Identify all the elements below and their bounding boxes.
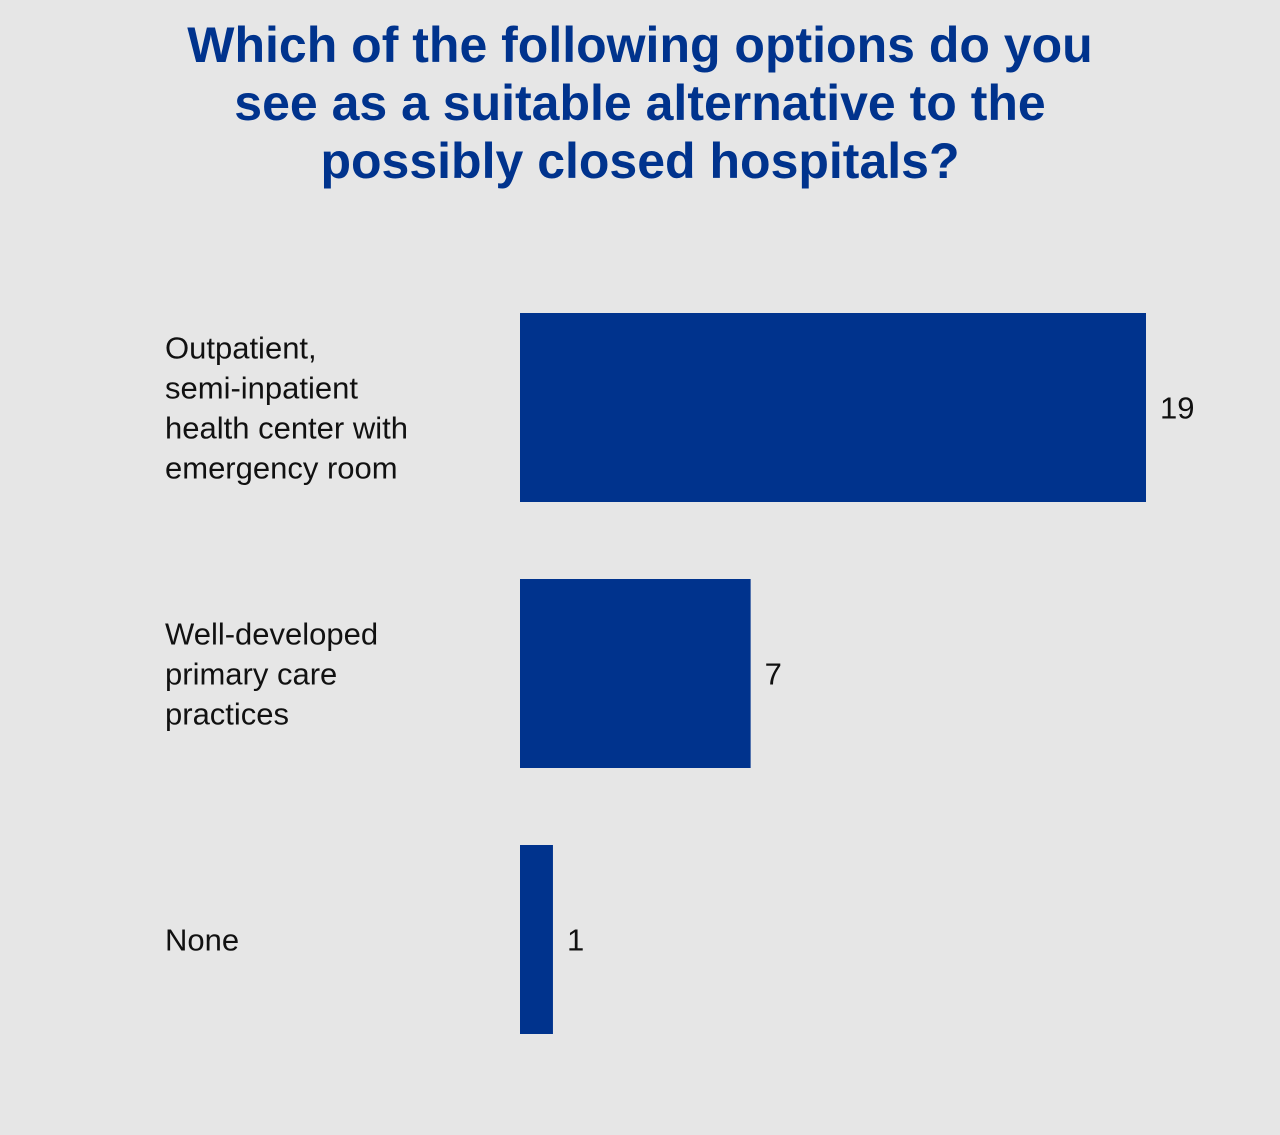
category-label-line: Outpatient, — [165, 330, 317, 365]
chart-title-line: Which of the following options do you — [187, 17, 1093, 73]
category-label-line: None — [165, 922, 239, 957]
data-label: 19 — [1160, 390, 1194, 425]
chart-title: Which of the following options do you se… — [140, 16, 1140, 190]
category-label: Well-developed primary care practices — [165, 616, 378, 731]
category-label-line: emergency room — [165, 450, 398, 485]
category-label-line: practices — [165, 696, 289, 731]
category-label-line: primary care — [165, 656, 337, 691]
category-labels-layer: Outpatient, semi-inpatient health center w… — [165, 330, 408, 957]
bar — [520, 579, 751, 768]
category-label-line: health center with — [165, 410, 408, 445]
chart-title-line: possibly closed hospitals? — [320, 133, 960, 189]
chart-title-line: see as a suitable alternative to the — [234, 75, 1046, 131]
bar — [520, 313, 1146, 502]
category-label-line: Well-developed — [165, 616, 378, 651]
category-label: Outpatient, semi-inpatient health center w… — [165, 330, 408, 485]
data-label: 7 — [765, 656, 782, 691]
bars-layer — [520, 313, 1146, 1034]
category-label-line: semi-inpatient — [165, 370, 358, 405]
category-label: None — [165, 922, 239, 957]
bar — [520, 845, 553, 1034]
data-label: 1 — [567, 922, 584, 957]
